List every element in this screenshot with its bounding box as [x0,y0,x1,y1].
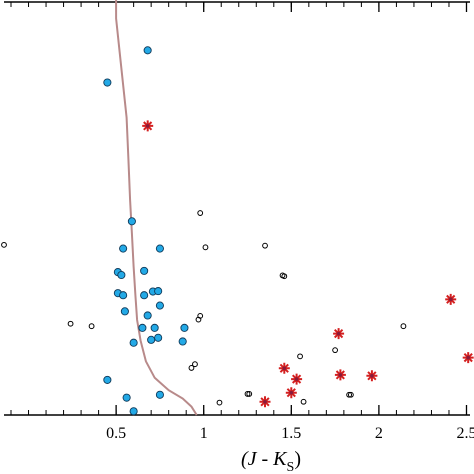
open-point [346,391,353,398]
open-point [67,320,74,327]
blue-point [138,323,147,332]
open-point [297,353,303,360]
blue-point [178,337,187,346]
open-point [332,347,339,354]
open-point [188,365,195,371]
blue-point [129,407,138,416]
blue-point [119,291,128,300]
open-point [88,323,95,330]
blue-point [103,375,112,384]
blue-point [127,217,136,226]
star-point-center [336,331,341,336]
star-point-center [370,373,374,378]
blue-point [180,323,189,332]
star-point-center [466,355,471,360]
open-point [347,391,354,398]
blue-point [143,46,152,55]
blue-point [140,291,149,300]
open-point [262,242,268,249]
open-point [197,210,204,216]
star-point-center [448,297,453,302]
blue-point [154,287,163,296]
blue-point [143,311,152,320]
blue-point [120,307,129,316]
blue-point [155,244,164,253]
blue-point [150,323,159,332]
open-point [281,273,288,280]
open-point [246,391,253,397]
star-point-center [145,124,150,128]
blue-point [155,390,164,399]
x-tick-label: 2.5 [456,425,474,442]
blue-point [122,393,131,402]
open-point [202,244,209,251]
star-point-center [282,366,287,371]
star-point-center [294,377,299,381]
blue-point [140,266,149,275]
blue-point [155,301,164,310]
open-point [216,399,223,406]
x-tick-label: 2 [375,425,383,442]
open-point [244,391,251,397]
star-point-center [263,399,267,404]
blue-point [119,244,128,253]
isochrone-curve [115,0,198,416]
star-point-center [289,390,294,395]
blue-point [129,338,138,347]
x-tick-label: 1.5 [281,425,301,442]
x-tick-label: 0.5 [106,425,126,442]
open-point [300,398,307,405]
blue-point [103,78,112,87]
open-point [192,361,198,368]
open-point [195,316,202,323]
open-point [1,241,7,248]
blue-point [117,270,126,280]
x-tick-label: 1 [200,425,208,442]
open-point [400,323,407,330]
blue-point [154,333,163,342]
star-point-center [338,373,343,377]
x-axis-label: (J - KS) [241,448,301,474]
blue-point [147,335,156,344]
